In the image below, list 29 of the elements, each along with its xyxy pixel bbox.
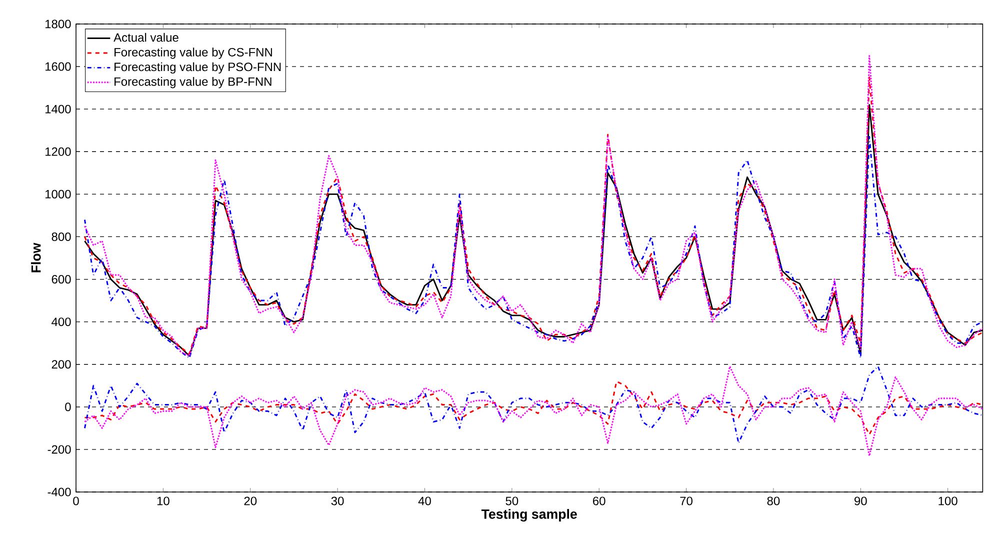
x-tick-label: 100 [938,496,958,506]
x-tick-label: 30 [331,496,344,506]
legend-label: Forecasting value by CS-FNN [114,48,272,59]
y-tick-label: 600 [52,275,71,284]
x-tick-label: 0 [73,496,79,506]
x-tick-label: 20 [244,496,257,506]
y-tick-label: 0 [65,402,71,412]
y-tick-label: 1400 [46,104,71,114]
y-tick-label: -400 [48,488,71,496]
x-tick-label: 60 [593,496,606,506]
y-tick-label: 400 [52,318,71,326]
x-tick-label: 90 [854,496,867,506]
y-tick-label: -200 [48,445,71,454]
y-tick-label: 1800 [46,20,71,28]
y-tick-label: 200 [52,360,71,369]
x-tick-label: 40 [418,496,431,506]
y-axis-title: Flow [30,242,41,272]
y-tick-label: 800 [52,232,71,241]
x-axis-title: Testing sample [481,509,577,522]
y-tick-label: 1600 [46,62,71,71]
x-tick-label: 10 [157,496,170,506]
legend-label: Actual value [114,32,178,42]
legend-label: Forecasting value by BP-FNN [114,77,272,88]
x-tick-label: 70 [680,496,692,506]
x-tick-label: 80 [767,496,780,506]
legend-label: Forecasting value by PSO-FNN [114,62,281,74]
y-tick-label: 1000 [46,190,71,198]
y-tick-label: 1200 [46,147,71,156]
x-tick-label: 50 [506,496,518,506]
